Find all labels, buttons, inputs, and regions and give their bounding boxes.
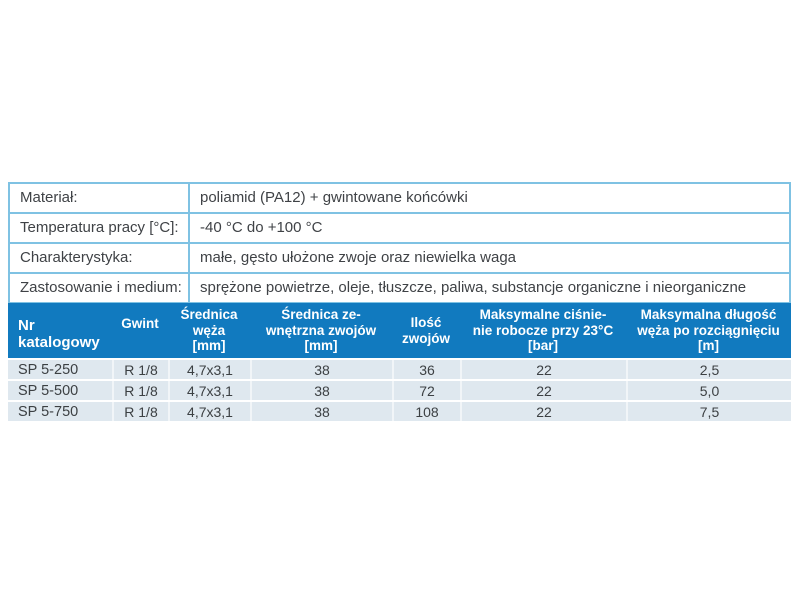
- info-value-temperature: -40 °C do +100 °C: [188, 212, 791, 244]
- cell-thread: R 1/8: [112, 360, 168, 379]
- info-value-characteristics: małe, gęsto ułożone zwoje oraz niewielka…: [188, 242, 791, 274]
- cell-hose-diameter: 4,7x3,1: [168, 381, 250, 400]
- cell-hose-diameter: 4,7x3,1: [168, 402, 250, 421]
- cell-thread: R 1/8: [112, 402, 168, 421]
- cell-coil-outer-diameter: 38: [250, 381, 392, 400]
- cell-max-working-pressure: 22: [460, 381, 626, 400]
- info-label-application: Zastosowanie i medium:: [8, 272, 190, 304]
- column-header-max-extended-length: Maksymalna długość węża po rozciągnięciu…: [637, 307, 780, 354]
- cell-max-working-pressure: 22: [460, 402, 626, 421]
- info-label-characteristics: Charakterystyka:: [8, 242, 190, 274]
- info-value-material: poliamid (PA12) + gwintowane końcówki: [188, 182, 791, 214]
- info-label-material: Materiał:: [8, 182, 190, 214]
- column-header-coil-count: Ilość zwojów: [402, 315, 450, 346]
- product-info-table: Materiał: poliamid (PA12) + gwintowane k…: [8, 182, 791, 304]
- table-row-sp5-500: SP 5-500 R 1/8 4,7x3,1 38 72 22 5,0: [8, 381, 791, 400]
- info-row-application: Zastosowanie i medium: sprężone powietrz…: [8, 272, 791, 304]
- cell-coil-count: 36: [392, 360, 460, 379]
- cell-coil-count: 108: [392, 402, 460, 421]
- info-label-temperature: Temperatura pracy [°C]:: [8, 212, 190, 244]
- table-row-sp5-750: SP 5-750 R 1/8 4,7x3,1 38 108 22 7,5: [8, 402, 791, 421]
- column-header-coil-outer-diameter: Średnica ze- wnętrzna zwojów [mm]: [265, 307, 377, 354]
- cell-catalog-number: SP 5-750: [18, 403, 79, 420]
- info-row-material: Materiał: poliamid (PA12) + gwintowane k…: [8, 182, 791, 214]
- column-header-thread: Gwint: [121, 315, 159, 331]
- cell-max-extended-length: 2,5: [626, 360, 791, 379]
- cell-coil-outer-diameter: 38: [250, 360, 392, 379]
- info-row-temperature: Temperatura pracy [°C]: -40 °C do +100 °…: [8, 212, 791, 244]
- column-header-catalog-number: Nr katalogowy: [18, 316, 100, 351]
- column-header-hose-diameter: Średnica węża [mm]: [180, 307, 238, 354]
- cell-max-working-pressure: 22: [460, 360, 626, 379]
- table-row-sp5-250: SP 5-250 R 1/8 4,7x3,1 38 36 22 2,5: [8, 360, 791, 379]
- cell-max-extended-length: 5,0: [626, 381, 791, 400]
- info-value-application: sprężone powietrze, oleje, tłuszcze, pal…: [188, 272, 791, 304]
- cell-thread: R 1/8: [112, 381, 168, 400]
- cell-coil-outer-diameter: 38: [250, 402, 392, 421]
- cell-coil-count: 72: [392, 381, 460, 400]
- cell-catalog-number: SP 5-250: [18, 361, 79, 378]
- cell-hose-diameter: 4,7x3,1: [168, 360, 250, 379]
- spec-table-body: SP 5-250 R 1/8 4,7x3,1 38 36 22 2,5 SP 5…: [8, 358, 791, 421]
- info-row-characteristics: Charakterystyka: małe, gęsto ułożone zwo…: [8, 242, 791, 274]
- column-header-max-working-pressure: Maksymalne ciśnie- nie robocze przy 23°C…: [472, 307, 614, 354]
- cell-max-extended-length: 7,5: [626, 402, 791, 421]
- cell-catalog-number: SP 5-500: [18, 382, 79, 399]
- spec-table-header: Nr katalogowy Gwint Średnica węża [mm] Ś…: [8, 303, 791, 358]
